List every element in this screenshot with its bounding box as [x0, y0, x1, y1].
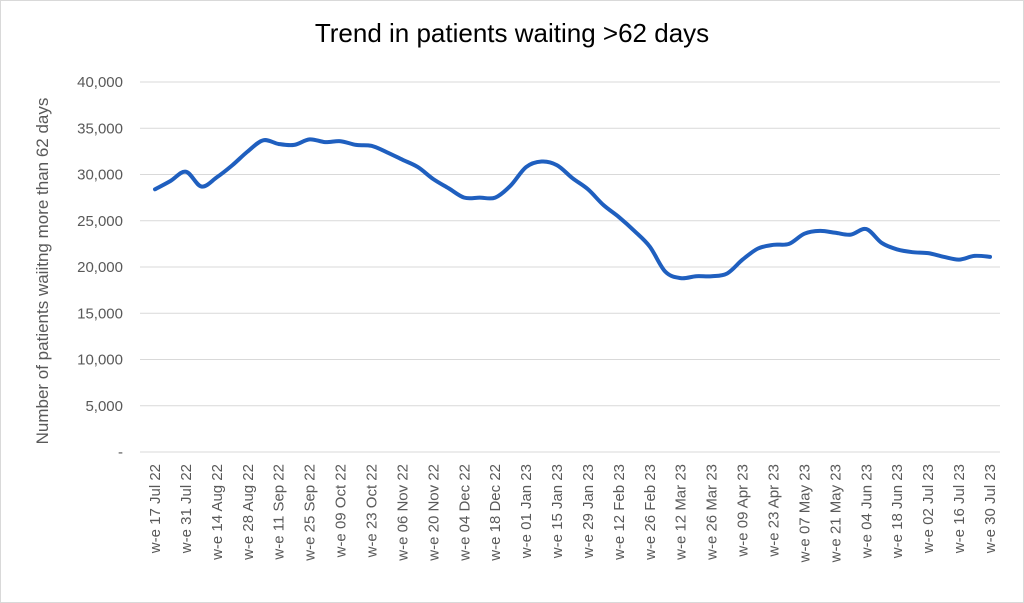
y-tick-label: 30,000 — [77, 167, 123, 184]
x-tick-label: w-e 18 Jun 23 — [889, 464, 906, 559]
x-tick-label: w-e 09 Apr 23 — [735, 464, 752, 558]
x-tick-label: w-e 30 Jul 23 — [982, 464, 999, 554]
series-layer — [153, 137, 992, 281]
x-tick-label: w-e 12 Feb 23 — [611, 464, 628, 561]
x-tick-label: w-e 26 Feb 23 — [642, 464, 659, 561]
y-tick-label: 10,000 — [77, 352, 123, 369]
x-tick-label: w-e 23 Oct 22 — [363, 464, 380, 558]
x-axis-ticks: w-e 17 Jul 22 w-e 31 Jul 22 w-e 14 Aug 22 w… — [147, 464, 999, 563]
x-tick-label: w-e 21 May 23 — [827, 464, 844, 563]
x-tick-label: w-e 01 Jan 23 — [518, 464, 535, 559]
x-tick-label: w-e 16 Jul 23 — [951, 464, 968, 554]
x-tick-label: w-e 29 Jan 23 — [580, 464, 597, 559]
x-tick-label: w-e 04 Dec 22 — [456, 464, 473, 562]
y-axis-ticks: - 5,000 10,000 15,000 20,000 25,000 30,000 35,0… — [77, 74, 123, 461]
y-tick-label: 40,000 — [77, 74, 123, 91]
x-tick-label: w-e 23 Apr 23 — [766, 464, 783, 558]
y-axis-label: Number of patients waiitng more than 62 … — [33, 98, 52, 445]
y-tick-label: 15,000 — [77, 305, 123, 322]
x-tick-label: w-e 04 Jun 23 — [858, 464, 875, 559]
chart-title: Trend in patients waiting >62 days — [314, 18, 710, 48]
x-tick-label: w-e 18 Dec 22 — [487, 464, 504, 562]
x-tick-label: w-e 02 Jul 23 — [920, 464, 937, 554]
gridlines — [140, 81, 1000, 453]
y-tick-label: 5,000 — [85, 398, 123, 415]
x-tick-label: w-e 11 Sep 22 — [271, 464, 288, 561]
series-line — [153, 137, 992, 281]
x-tick-label: w-e 12 Mar 23 — [673, 464, 690, 561]
x-tick-label: w-e 20 Nov 22 — [425, 464, 442, 562]
y-tick-label: 25,000 — [77, 213, 123, 230]
x-tick-label: w-e 17 Jul 22 — [147, 464, 164, 554]
y-tick-label: - — [118, 444, 123, 461]
x-tick-label: w-e 25 Sep 22 — [302, 464, 319, 562]
x-tick-label: w-e 06 Nov 22 — [394, 464, 411, 562]
x-tick-label: w-e 09 Oct 22 — [333, 464, 350, 558]
y-tick-label: 35,000 — [77, 120, 123, 137]
x-tick-label: w-e 26 Mar 23 — [704, 464, 721, 561]
x-tick-label: w-e 28 Aug 22 — [240, 464, 257, 561]
x-tick-label: w-e 15 Jan 23 — [549, 464, 566, 559]
y-tick-label: 20,000 — [77, 259, 123, 276]
x-tick-label: w-e 31 Jul 22 — [178, 464, 195, 554]
x-tick-label: w-e 07 May 23 — [796, 464, 813, 563]
x-tick-label: w-e 14 Aug 22 — [209, 464, 226, 561]
